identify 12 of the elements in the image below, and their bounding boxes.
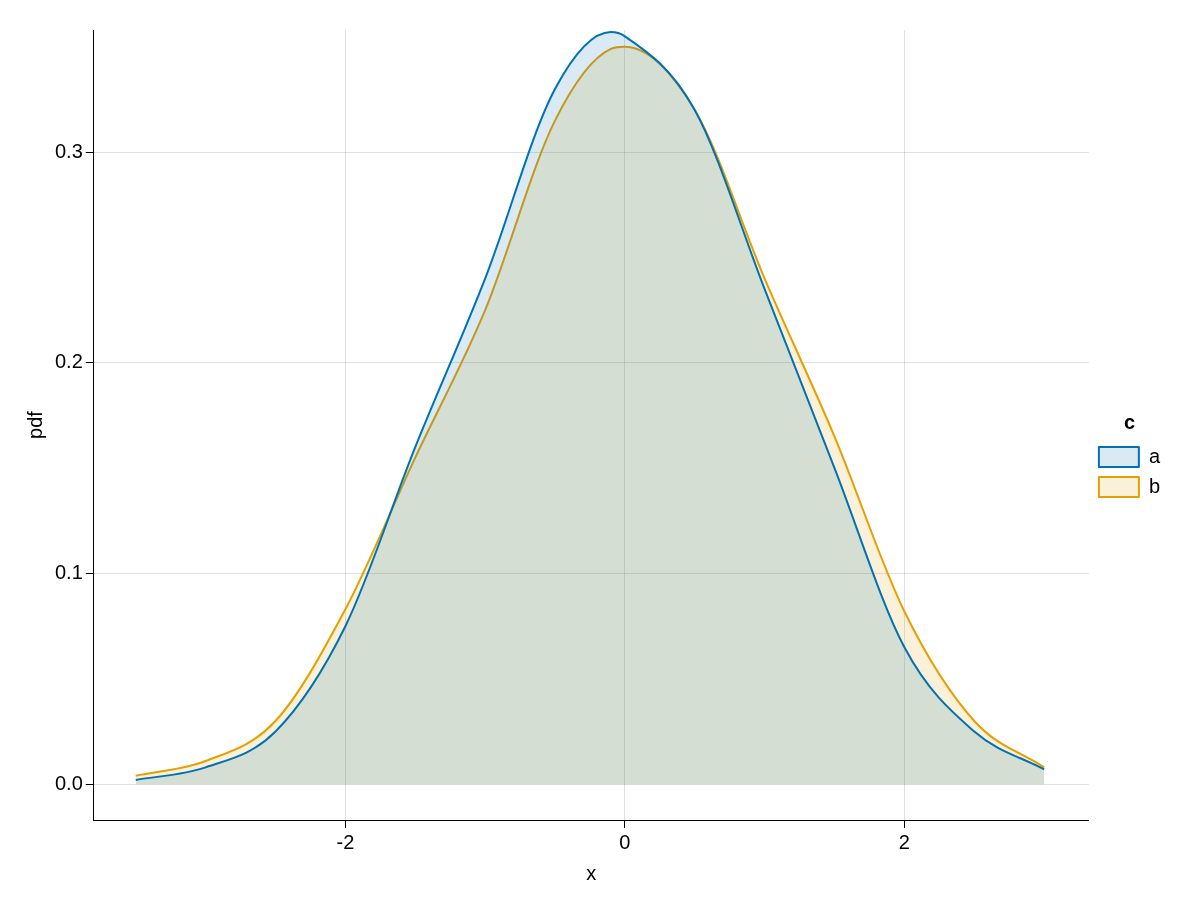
y-axis-title: pdf [23,410,46,439]
x-tick-label: 2 [898,830,910,853]
y-tick-label: 0.3 [54,139,83,162]
y-tick-label: 0.0 [54,771,83,794]
x-tick-label: -2 [336,830,355,853]
y-tick-label: 0.1 [54,561,83,584]
x-tick-label: 0 [619,830,631,853]
x-axis-title: x [586,861,597,884]
legend-label: a [1148,444,1161,467]
legend-title: c [1123,410,1135,433]
y-tick-label: 0.2 [54,350,83,373]
legend-label: b [1148,474,1160,497]
